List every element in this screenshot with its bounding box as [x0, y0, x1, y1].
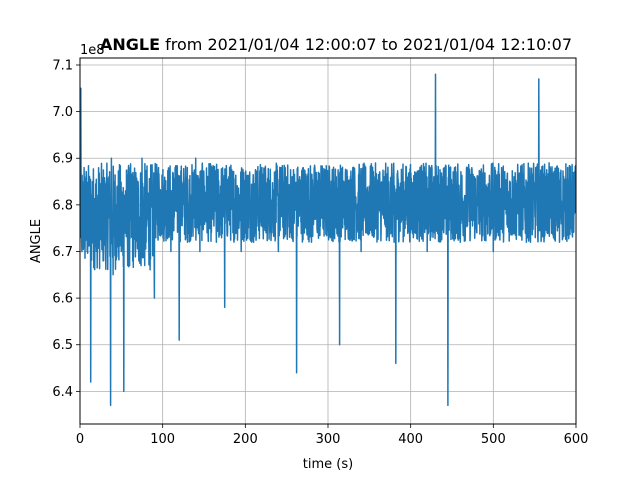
- y-tick-label: 7.0: [52, 105, 73, 120]
- x-tick-label: 200: [233, 432, 258, 447]
- y-tick-label: 7.1: [52, 58, 73, 73]
- x-tick-label: 400: [398, 432, 423, 447]
- y-tick-label: 6.6: [52, 292, 73, 307]
- x-tick-label: 0: [76, 432, 84, 447]
- y-axis-offset-label: 1e8: [80, 43, 105, 58]
- y-tick-label: 6.4: [52, 385, 73, 400]
- y-tick-label: 6.8: [52, 198, 73, 213]
- chart-title-bold: ANGLE: [100, 35, 160, 54]
- y-axis-ticks: 6.4 6.5 6.6 6.7 6.8 6.9 7.0 7.1: [52, 58, 80, 400]
- x-axis-ticks: 0 100 200 300 400 500 600: [76, 424, 589, 447]
- y-tick-label: 6.5: [52, 338, 73, 353]
- angle-series-line: [80, 73, 576, 407]
- x-tick-label: 300: [316, 432, 341, 447]
- x-tick-label: 500: [481, 432, 506, 447]
- plot-area: [80, 73, 576, 407]
- x-tick-label: 100: [150, 432, 175, 447]
- y-tick-label: 6.9: [52, 152, 73, 167]
- x-tick-label: 600: [564, 432, 589, 447]
- y-tick-label: 6.7: [52, 245, 73, 260]
- chart-title: ANGLE from 2021/01/04 12:00:07 to 2021/0…: [100, 35, 572, 54]
- y-axis-label: ANGLE: [29, 219, 44, 263]
- x-axis-label: time (s): [303, 457, 353, 472]
- chart-title-rest: from 2021/01/04 12:00:07 to 2021/01/04 1…: [160, 35, 572, 54]
